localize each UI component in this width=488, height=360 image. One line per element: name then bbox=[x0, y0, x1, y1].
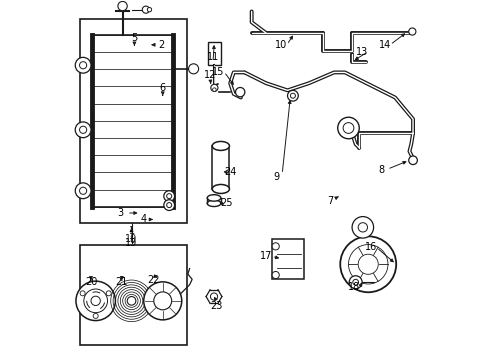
Circle shape bbox=[91, 296, 100, 306]
Circle shape bbox=[163, 200, 174, 211]
Text: 20: 20 bbox=[84, 277, 97, 287]
Text: 19: 19 bbox=[125, 234, 138, 244]
Ellipse shape bbox=[207, 195, 221, 201]
Circle shape bbox=[166, 203, 171, 208]
Circle shape bbox=[142, 6, 149, 13]
Circle shape bbox=[271, 243, 279, 250]
Circle shape bbox=[337, 117, 359, 139]
Ellipse shape bbox=[212, 141, 229, 150]
Text: 8: 8 bbox=[378, 165, 384, 175]
Text: 24: 24 bbox=[224, 167, 237, 177]
Bar bbox=[80, 19, 187, 223]
Text: 9: 9 bbox=[273, 172, 279, 182]
Text: 12: 12 bbox=[204, 70, 216, 80]
Ellipse shape bbox=[207, 200, 221, 207]
Text: 5: 5 bbox=[131, 33, 137, 42]
Circle shape bbox=[80, 291, 85, 296]
Circle shape bbox=[147, 8, 151, 12]
Text: 21: 21 bbox=[116, 277, 128, 287]
Circle shape bbox=[352, 279, 358, 285]
Text: 18: 18 bbox=[347, 282, 360, 292]
Circle shape bbox=[357, 223, 367, 232]
Text: 7: 7 bbox=[326, 196, 332, 206]
Circle shape bbox=[143, 282, 182, 320]
Circle shape bbox=[80, 62, 86, 69]
Circle shape bbox=[348, 276, 362, 289]
Circle shape bbox=[75, 122, 91, 138]
Text: 11: 11 bbox=[206, 52, 219, 62]
Circle shape bbox=[210, 84, 218, 91]
Circle shape bbox=[106, 291, 111, 296]
Circle shape bbox=[83, 289, 107, 313]
Text: 14: 14 bbox=[378, 40, 390, 50]
Text: 22: 22 bbox=[146, 275, 159, 285]
Text: 4: 4 bbox=[140, 215, 146, 224]
Bar bbox=[212, 146, 229, 189]
Circle shape bbox=[408, 28, 415, 35]
Text: 6: 6 bbox=[160, 83, 165, 93]
Text: 19: 19 bbox=[125, 238, 138, 248]
Circle shape bbox=[188, 64, 198, 74]
Text: 2: 2 bbox=[158, 40, 164, 50]
Circle shape bbox=[287, 90, 298, 101]
Circle shape bbox=[163, 191, 174, 202]
Circle shape bbox=[166, 194, 171, 199]
Text: 10: 10 bbox=[274, 40, 286, 50]
Text: 16: 16 bbox=[364, 242, 376, 252]
Circle shape bbox=[212, 88, 216, 91]
Bar bbox=[271, 239, 304, 279]
Text: 1: 1 bbox=[128, 226, 134, 236]
Circle shape bbox=[290, 93, 295, 98]
Circle shape bbox=[127, 297, 136, 305]
Text: 23: 23 bbox=[210, 301, 222, 311]
Text: 15: 15 bbox=[212, 67, 224, 77]
Circle shape bbox=[153, 292, 171, 310]
Circle shape bbox=[93, 314, 98, 319]
Circle shape bbox=[75, 183, 91, 199]
Text: 1: 1 bbox=[128, 231, 134, 240]
Circle shape bbox=[340, 236, 395, 292]
Circle shape bbox=[343, 123, 353, 134]
Text: 3: 3 bbox=[118, 208, 123, 218]
Circle shape bbox=[271, 271, 279, 279]
Circle shape bbox=[235, 87, 244, 97]
Circle shape bbox=[408, 156, 416, 165]
Circle shape bbox=[75, 57, 91, 73]
Bar bbox=[80, 244, 187, 345]
Circle shape bbox=[76, 281, 115, 320]
Text: 17: 17 bbox=[259, 251, 272, 261]
Circle shape bbox=[118, 1, 127, 11]
Circle shape bbox=[80, 126, 86, 134]
Circle shape bbox=[351, 217, 373, 238]
Circle shape bbox=[210, 293, 217, 300]
Bar bbox=[207, 42, 221, 65]
Circle shape bbox=[80, 187, 86, 194]
Text: 13: 13 bbox=[355, 46, 367, 57]
Ellipse shape bbox=[212, 184, 229, 193]
Text: 25: 25 bbox=[220, 198, 232, 208]
